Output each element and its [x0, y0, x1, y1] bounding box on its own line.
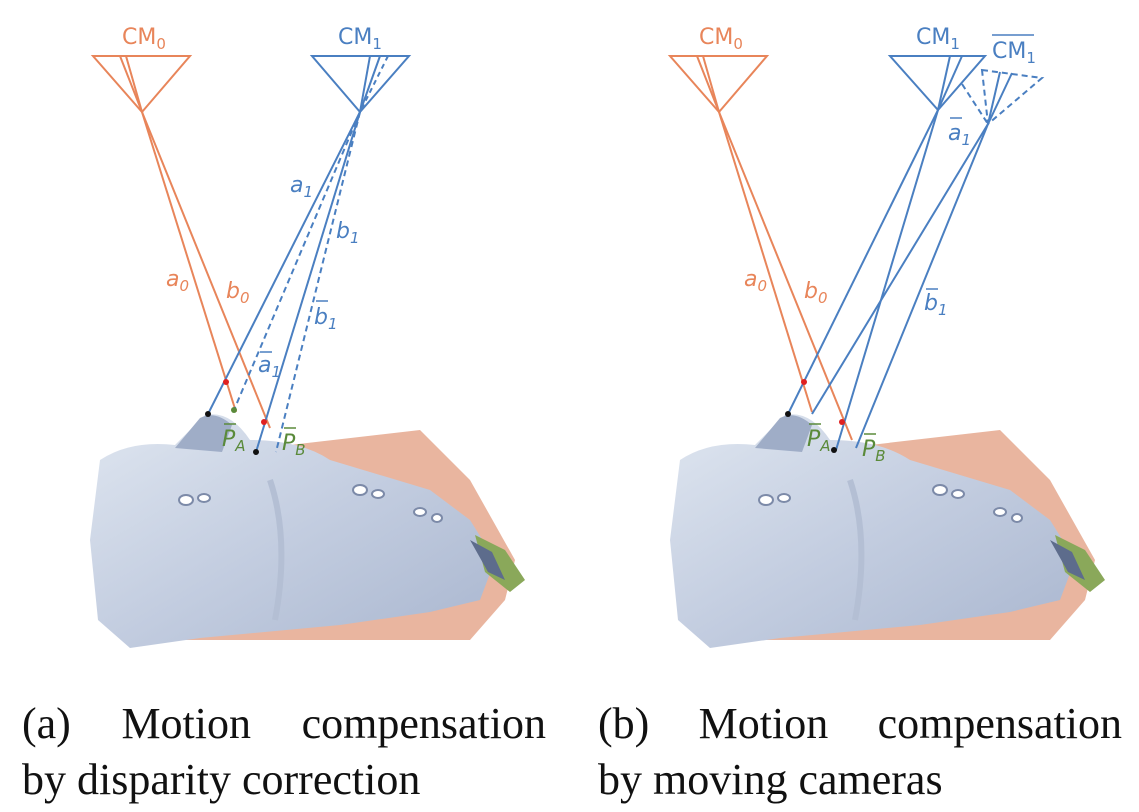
panel-a: CM0 CM1 a0 b0 a1 b1 b1 a1 PA PB: [90, 25, 525, 648]
ray-a1-line-b: [787, 109, 939, 415]
label-camera0-b: CM0: [699, 25, 743, 53]
corrected-point-a1: [231, 407, 237, 413]
sensor-b-dark: [1050, 540, 1085, 580]
marker-a-6: [431, 513, 443, 523]
rays-camera0-b: [718, 111, 853, 441]
sensor-a: [475, 535, 525, 592]
nose-bridge-b: [755, 415, 812, 452]
svg-text:b1: b1: [314, 305, 338, 333]
face-surface-b: [670, 414, 1075, 648]
svg-text:PA: PA: [222, 427, 246, 455]
intersection-point-a2: [261, 419, 267, 425]
label-ray-b1-bar-b: b1: [924, 288, 948, 319]
camera0-frustum-a: [90, 55, 193, 114]
label-camera1-a: CM1: [338, 25, 382, 53]
cheek-ridge-a: [267, 479, 285, 621]
intersection-point-b1: [801, 379, 807, 385]
sensor-a-dark: [470, 540, 505, 580]
ray-b1-bar-line-b: [855, 123, 989, 449]
svg-text:PA: PA: [807, 427, 831, 455]
nose-bridge-a: [175, 415, 232, 452]
ray-b1-line-b: [835, 109, 939, 451]
ray-b0-line: [141, 111, 271, 429]
surface-point-a1: [205, 411, 211, 417]
intersection-point-b2: [839, 419, 845, 425]
marker-a-2: [197, 493, 211, 503]
marker-b-4: [951, 489, 965, 499]
svg-text:a1: a1: [258, 353, 281, 381]
caption-a-word2: compensation: [301, 699, 546, 748]
sensor-b: [1055, 535, 1105, 592]
label-ray-a1-bar: a1: [258, 351, 281, 381]
caption-a: (a) Motion compensation by disparity cor…: [22, 696, 546, 808]
marker-a-5: [413, 507, 427, 517]
marker-b-3: [932, 484, 948, 496]
marker-a-1: [178, 494, 194, 506]
marker-a-4: [371, 489, 385, 499]
rays-camera1-b: [787, 109, 989, 451]
ray-b1-bar-line: [275, 111, 361, 453]
rays-camera0-a: [141, 111, 271, 429]
caption-b-word2: compensation: [877, 699, 1122, 748]
label-ray-b0-b: b0: [804, 279, 828, 307]
label-ray-a0-b: a0: [744, 267, 767, 295]
face-surface-a: [90, 414, 495, 648]
caption-b-line2: by moving cameras: [598, 755, 943, 804]
label-point-a-b: PA: [807, 423, 831, 455]
caption-b: (b) Motion compensation by moving camera…: [598, 696, 1122, 808]
svg-text:b1: b1: [924, 291, 948, 319]
label-camera1-bar-b: CM1: [992, 34, 1036, 67]
camera0-frustum-b: [667, 55, 770, 114]
label-ray-b1: b1: [336, 219, 360, 247]
marker-a-3: [352, 484, 368, 496]
caption-a-word1: Motion: [121, 699, 252, 748]
camera1-bar-frustum-b: [961, 68, 1045, 126]
marker-b-5: [993, 507, 1007, 517]
label-ray-a1: a1: [290, 173, 313, 201]
ray-b1-line: [255, 111, 361, 453]
panel-b: CM0 CM1 CM1 a0 b0 a1 b1 PA PB: [667, 25, 1105, 648]
marker-b-6: [1011, 513, 1023, 523]
surface-point-b2: [831, 447, 837, 453]
label-camera1-b: CM1: [916, 25, 960, 53]
rays-camera1-a: [207, 111, 361, 453]
surface-point-a2: [253, 449, 259, 455]
ray-a1-bar-line-b: [811, 123, 989, 415]
ray-a0-line-b: [718, 111, 813, 413]
surface-point-b1: [785, 411, 791, 417]
caption-a-line1: (a) Motion compensation: [22, 696, 546, 752]
caption-a-label: (a): [22, 699, 71, 748]
ray-b0-line-b: [718, 111, 853, 441]
svg-text:PB: PB: [282, 431, 306, 459]
label-ray-b0: b0: [226, 279, 250, 307]
caption-b-word1: Motion: [698, 699, 829, 748]
ray-a0-line: [141, 111, 237, 413]
label-camera0-a: CM0: [122, 25, 166, 53]
svg-text:CM1: CM1: [992, 39, 1036, 67]
marker-b-2: [777, 493, 791, 503]
label-point-a: PA: [222, 423, 246, 455]
label-ray-a0: a0: [166, 267, 189, 295]
svg-text:PB: PB: [862, 437, 886, 465]
face-model-a: [90, 414, 525, 648]
camera1-frustum-a: [309, 55, 412, 114]
ray-a1-line: [207, 111, 361, 415]
caption-a-line2: by disparity correction: [22, 755, 421, 804]
label-ray-b1-bar: b1: [314, 300, 338, 333]
face-model-b: [670, 414, 1105, 648]
caption-b-label: (b): [598, 699, 650, 748]
ray-a1-bar-line: [233, 111, 361, 411]
marker-b-1: [758, 494, 774, 506]
label-point-b: PB: [282, 427, 306, 459]
camera1-frustum-b: [887, 55, 988, 112]
cheek-ridge-b: [847, 479, 865, 621]
intersection-point-a1: [223, 379, 229, 385]
svg-text:a1: a1: [948, 121, 971, 149]
label-ray-a1-bar-b: a1: [948, 117, 971, 149]
caption-b-line1: (b) Motion compensation: [598, 696, 1122, 752]
label-point-b-b: PB: [862, 433, 886, 465]
